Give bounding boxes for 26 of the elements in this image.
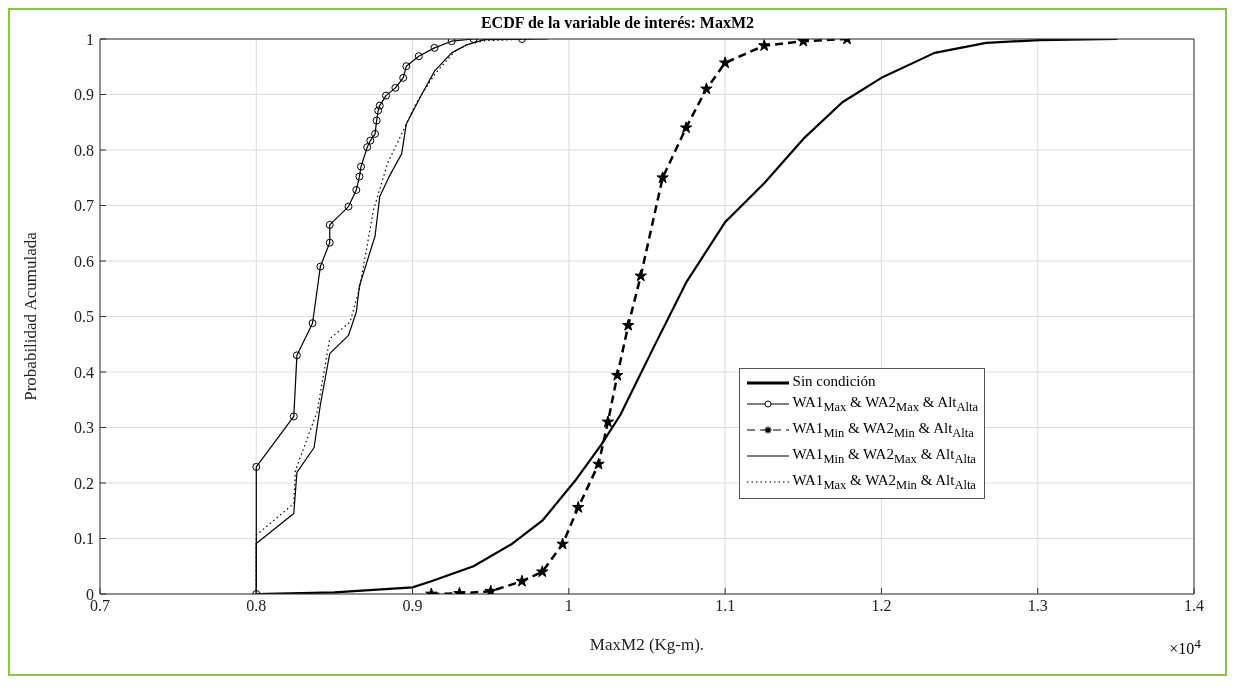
chart-title: ECDF de la variable de interés: MaxM2 [480, 14, 755, 31]
legend-label: WA1$_{Max}$ & WA2$_{Min}$ & Alt$_{Alta}$ [792, 472, 976, 492]
x-tick-label: 1.1 [715, 597, 736, 615]
y-tick-label: 0.8 [74, 141, 94, 159]
x-tick-label: 0.9 [402, 597, 423, 615]
x-tick-label: 1 [564, 597, 573, 615]
legend-label: WA1$_{Min}$ & WA2$_{Min}$ & Alt$_{Alta}$ [792, 420, 974, 440]
legend-label: WA1$_{Max}$ & WA2$_{Max}$ & Alt$_{Alta}$ [792, 394, 978, 414]
x-tick-label: 1.2 [871, 597, 892, 615]
y-tick-label: 0.3 [74, 419, 94, 437]
y-tick-label: 0.2 [74, 474, 94, 492]
y-tick-label: 0.4 [74, 363, 94, 381]
y-axis-title: Probabilidad Acumulada [21, 231, 41, 401]
x-tick-label: 1.4 [1184, 597, 1204, 615]
y-tick-label: 1 [86, 30, 94, 48]
y-tick-label: 0.7 [74, 197, 94, 215]
x-axis-title: MaxM2 (Kg-m). [589, 635, 705, 654]
legend-label: Sin condición [792, 373, 876, 389]
x-tick-label: 0.8 [246, 597, 267, 615]
legend-label: WA1$_{Min}$ & WA2$_{Max}$ & Alt$_{Alta}$ [792, 446, 976, 466]
x-tick-label: 1.3 [1027, 597, 1048, 615]
y-tick-label: 0.9 [74, 86, 94, 104]
y-tick-label: 0.1 [74, 530, 94, 548]
y-tick-label: 0.5 [74, 308, 94, 326]
text: ×10$^{4}$ [1169, 636, 1201, 659]
y-tick-label: 0.6 [74, 252, 94, 270]
